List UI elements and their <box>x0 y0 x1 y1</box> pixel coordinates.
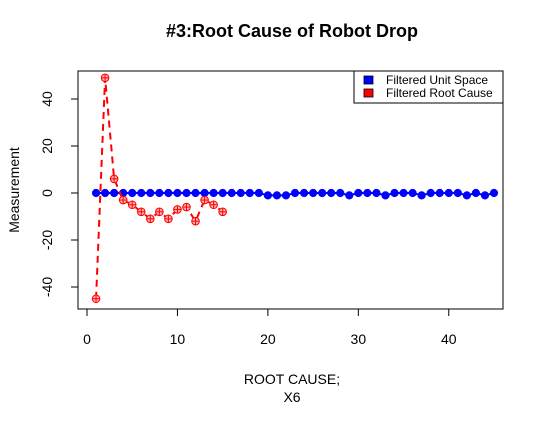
data-point-unit-space <box>137 188 146 198</box>
y-tick-label: -20 <box>39 230 55 250</box>
data-point-root-cause <box>91 294 101 304</box>
y-tick-label: 40 <box>39 91 55 107</box>
data-point-root-cause <box>109 174 119 184</box>
data-point-root-cause <box>173 205 182 214</box>
data-point-unit-space <box>471 188 481 198</box>
x-tick-label: 10 <box>170 331 186 347</box>
data-point-unit-space <box>453 188 462 198</box>
data-point-unit-space <box>245 188 254 198</box>
data-point-root-cause <box>182 202 191 212</box>
series-line-root-cause <box>95 77 224 299</box>
x-tick-label: 30 <box>351 331 367 347</box>
data-point-unit-space <box>209 188 218 198</box>
data-point-unit-space <box>91 188 101 198</box>
y-axis: -40 -20 0 20 40 <box>39 91 79 297</box>
data-point-unit-space <box>164 188 173 198</box>
legend-label-unit-space: Filtered Unit Space <box>386 73 488 87</box>
data-point-root-cause <box>118 195 128 205</box>
x-tick-label: 20 <box>260 331 276 347</box>
data-point-unit-space <box>309 188 318 198</box>
data-point-unit-space <box>128 188 137 198</box>
data-point-root-cause <box>136 207 146 217</box>
data-point-root-cause <box>164 214 173 224</box>
data-point-root-cause <box>127 200 137 210</box>
data-point-unit-space <box>182 188 191 198</box>
data-point-unit-space <box>155 188 164 198</box>
series-layer <box>91 73 499 304</box>
data-point-unit-space <box>281 191 291 200</box>
data-point-root-cause <box>146 214 155 224</box>
data-point-unit-space <box>146 188 155 198</box>
data-point-unit-space <box>173 188 182 198</box>
data-point-unit-space <box>399 188 408 198</box>
data-point-unit-space <box>426 188 435 198</box>
legend-box <box>353 70 504 104</box>
legend-swatch-unit-space <box>363 75 374 85</box>
data-point-root-cause <box>100 73 110 83</box>
data-point-unit-space <box>381 191 390 200</box>
legend-label-root-cause: Filtered Root Cause <box>386 86 493 100</box>
y-tick-label: -40 <box>39 277 55 297</box>
data-point-unit-space <box>417 191 426 200</box>
data-point-root-cause <box>209 200 218 210</box>
y-tick-label: 0 <box>39 189 55 197</box>
data-point-root-cause <box>155 207 164 217</box>
x-axis: 0 10 20 30 40 <box>83 308 457 347</box>
x-tick-label: 0 <box>83 331 91 347</box>
data-point-unit-space <box>372 188 381 198</box>
data-point-unit-space <box>408 188 417 198</box>
data-point-unit-space <box>354 188 363 198</box>
x-axis-label-line1: ROOT CAUSE; <box>244 371 340 387</box>
data-point-unit-space <box>318 188 327 198</box>
data-point-unit-space <box>254 188 263 198</box>
data-point-root-cause <box>218 207 227 217</box>
data-point-unit-space <box>299 188 309 198</box>
data-point-unit-space <box>480 191 490 200</box>
data-point-unit-space <box>435 188 444 198</box>
data-point-unit-space <box>218 188 227 198</box>
data-point-root-cause <box>191 216 200 226</box>
data-point-unit-space <box>336 188 345 198</box>
legend-swatch-root-cause <box>363 88 374 98</box>
chart-title: #3:Root Cause of Robot Drop <box>166 21 418 41</box>
data-point-unit-space <box>290 188 300 198</box>
data-point-unit-space <box>327 188 336 198</box>
data-point-root-cause <box>200 195 209 205</box>
data-point-unit-space <box>390 188 399 198</box>
data-point-unit-space <box>110 188 119 198</box>
x-axis-label-line2: X6 <box>283 389 300 405</box>
data-point-unit-space <box>272 191 282 200</box>
data-point-unit-space <box>227 188 236 198</box>
x-tick-label: 40 <box>441 331 457 347</box>
data-point-unit-space <box>444 188 453 198</box>
data-point-unit-space <box>462 191 471 200</box>
data-point-unit-space <box>263 191 272 200</box>
y-tick-label: 20 <box>39 138 55 154</box>
data-point-unit-space <box>191 188 200 198</box>
y-axis-label: Measurement <box>6 147 22 233</box>
legend: Filtered Unit Space Filtered Root Cause <box>353 70 504 104</box>
data-point-unit-space <box>489 188 499 198</box>
data-point-unit-space <box>345 191 354 200</box>
data-point-unit-space <box>236 188 245 198</box>
data-point-unit-space <box>200 188 209 198</box>
data-point-unit-space <box>100 188 110 198</box>
data-point-unit-space <box>363 188 372 198</box>
